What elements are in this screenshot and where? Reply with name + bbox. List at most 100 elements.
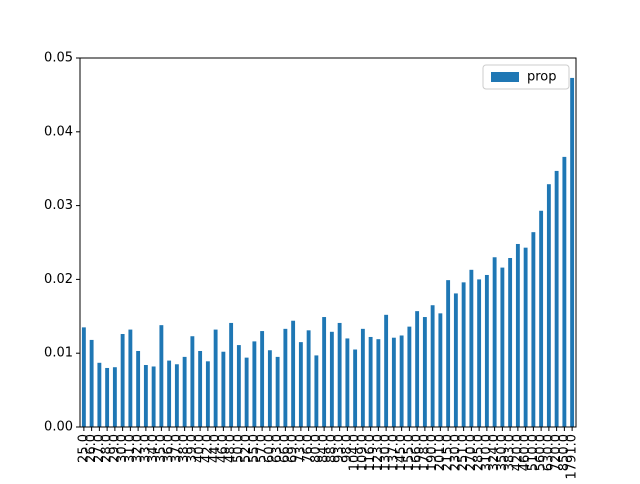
x-tick-label: 850.0 bbox=[557, 434, 572, 471]
legend-box bbox=[482, 64, 570, 90]
bar bbox=[291, 320, 296, 427]
bar bbox=[105, 367, 110, 427]
x-tick-label: 34.0 bbox=[146, 434, 161, 463]
x-tick-label: 230.0 bbox=[448, 434, 463, 471]
legend-swatch bbox=[491, 72, 519, 82]
bar bbox=[329, 331, 334, 427]
x-tick-label: 116.0 bbox=[363, 434, 378, 471]
x-tick-label: 88.0 bbox=[324, 434, 339, 463]
x-tick-label: 46.0 bbox=[216, 434, 231, 463]
x-tick-label: 190.0 bbox=[425, 434, 440, 471]
x-tick-label: 104.0 bbox=[348, 434, 363, 471]
x-tick-label: 27.0 bbox=[92, 434, 107, 463]
bar bbox=[283, 328, 288, 427]
bar bbox=[306, 330, 311, 427]
y-tick-label: 0.01 bbox=[44, 346, 73, 361]
bar bbox=[546, 184, 551, 427]
legend-label: prop bbox=[527, 70, 557, 85]
bar bbox=[136, 350, 141, 427]
bar bbox=[430, 305, 435, 427]
x-tick-label: 73.0 bbox=[293, 434, 308, 463]
bar bbox=[89, 339, 94, 427]
bar bbox=[438, 313, 443, 427]
bar bbox=[213, 329, 218, 427]
x-tick-label: 1791.0 bbox=[565, 434, 580, 480]
bar bbox=[415, 311, 420, 427]
plot-frame bbox=[79, 57, 577, 428]
bar bbox=[446, 280, 451, 427]
x-tick-label: 38.0 bbox=[177, 434, 192, 463]
x-tick-label: 57.0 bbox=[255, 434, 270, 463]
bar bbox=[267, 350, 272, 427]
bar bbox=[353, 349, 358, 427]
x-tick-label: 720.0 bbox=[549, 434, 564, 471]
bar bbox=[120, 334, 125, 427]
x-tick-label: 25.0 bbox=[76, 434, 91, 463]
bar bbox=[391, 337, 396, 427]
x-tick-label: 166.0 bbox=[410, 434, 425, 471]
x-tick-label: 50.0 bbox=[231, 434, 246, 463]
bar bbox=[81, 327, 86, 427]
bar bbox=[360, 328, 365, 427]
bar bbox=[174, 364, 179, 427]
y-tick-label: 0.02 bbox=[44, 272, 73, 287]
x-tick-label: 35.0 bbox=[154, 434, 169, 463]
x-tick-label: 93.0 bbox=[332, 434, 347, 463]
bar bbox=[554, 170, 559, 427]
bar bbox=[112, 367, 117, 427]
x-tick-label: 44.0 bbox=[208, 434, 223, 463]
bar bbox=[198, 350, 203, 427]
bar bbox=[570, 77, 575, 428]
bar bbox=[190, 336, 195, 427]
x-tick-label: 383.0 bbox=[503, 434, 518, 471]
x-tick-label: 52.0 bbox=[239, 434, 254, 463]
bar bbox=[384, 314, 389, 427]
bar bbox=[252, 341, 257, 427]
x-tick-label: 560.0 bbox=[534, 434, 549, 471]
x-tick-label: 109.0 bbox=[355, 434, 370, 471]
x-tick-label: 98.0 bbox=[340, 434, 355, 463]
x-tick-label: 30.0 bbox=[115, 434, 130, 463]
bar bbox=[562, 156, 567, 427]
bar bbox=[539, 210, 544, 427]
bar bbox=[500, 267, 505, 427]
x-tick-label: 31.0 bbox=[123, 434, 138, 463]
x-tick-label: 251.0 bbox=[456, 434, 471, 471]
bar bbox=[322, 317, 327, 427]
x-tick-label: 460.0 bbox=[518, 434, 533, 471]
x-tick-label: 32.0 bbox=[131, 434, 146, 463]
x-tick-label: 201.0 bbox=[433, 434, 448, 471]
bar bbox=[128, 329, 133, 427]
x-tick-label: 66.0 bbox=[278, 434, 293, 463]
bar bbox=[523, 247, 528, 427]
bar bbox=[151, 366, 156, 427]
x-tick-label: 39.0 bbox=[185, 434, 200, 463]
x-tick-label: 33.0 bbox=[138, 434, 153, 463]
y-tick-label: 0.00 bbox=[44, 420, 73, 435]
x-tick-label: 350.0 bbox=[495, 434, 510, 471]
x-tick-label: 123.0 bbox=[371, 434, 386, 471]
x-tick-label: 80.0 bbox=[309, 434, 324, 463]
bar bbox=[461, 282, 466, 427]
x-tick-label: 40.0 bbox=[193, 434, 208, 463]
x-tick-label: 69.0 bbox=[286, 434, 301, 463]
x-tick-label: 324.0 bbox=[487, 434, 502, 471]
bar bbox=[508, 257, 513, 427]
bar bbox=[477, 279, 482, 427]
bar bbox=[368, 336, 373, 427]
bar bbox=[182, 356, 187, 427]
x-tick-label: 155.0 bbox=[402, 434, 417, 471]
x-tick-label: 60.0 bbox=[262, 434, 277, 463]
bar bbox=[229, 322, 234, 427]
y-tick-label: 0.04 bbox=[44, 124, 73, 139]
bar bbox=[345, 338, 350, 427]
x-tick-label: 36.0 bbox=[162, 434, 177, 463]
x-tick-label: 145.0 bbox=[394, 434, 409, 471]
bar bbox=[376, 339, 381, 427]
x-tick-label: 48.0 bbox=[224, 434, 239, 463]
x-tick-label: 42.0 bbox=[200, 434, 215, 463]
bar bbox=[492, 257, 497, 427]
bar bbox=[399, 335, 404, 427]
x-tick-label: 285.0 bbox=[472, 434, 487, 471]
